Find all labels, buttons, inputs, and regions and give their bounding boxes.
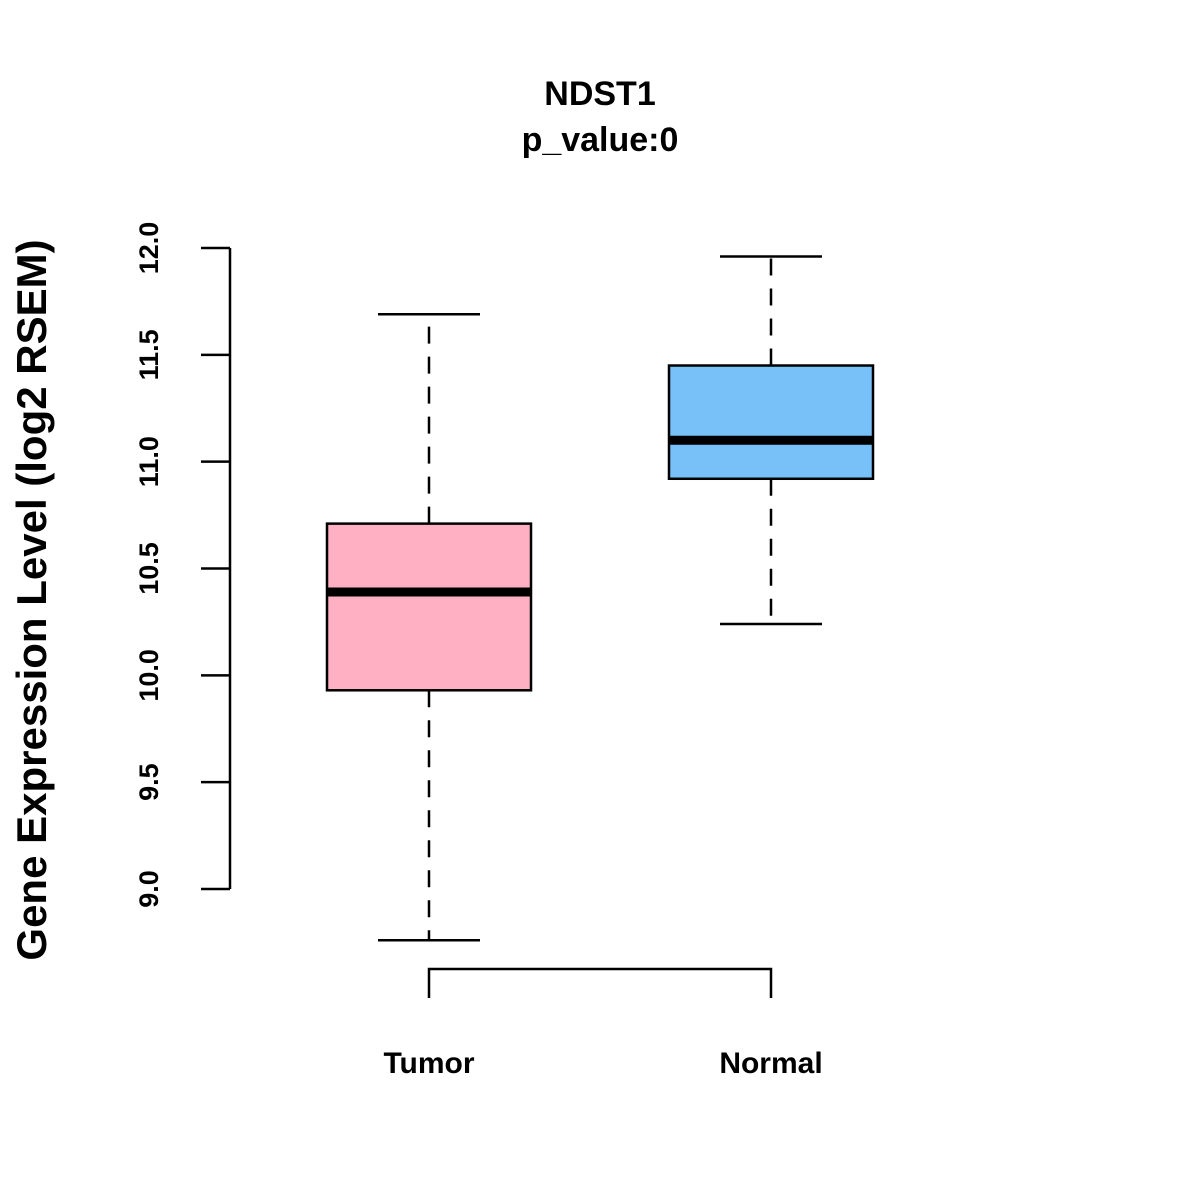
y-tick-label: 9.0 (134, 870, 164, 908)
comparison-bracket (427, 967, 773, 998)
x-label-normal: Normal (719, 1047, 822, 1080)
boxes-layer (325, 255, 875, 942)
bracket-line (427, 967, 773, 998)
y-tick-label: 10.0 (134, 649, 164, 702)
y-tick-label: 11.5 (134, 329, 164, 380)
x-axis-labels: Tumor Normal (383, 1047, 822, 1080)
box-tumor (325, 312, 533, 942)
y-tick-label: 12.0 (134, 222, 164, 275)
y-axis: 9.0 9.5 10.0 10.5 11.0 11.5 12.0 (134, 222, 232, 908)
y-tick-label: 10.5 (134, 542, 164, 595)
x-label-tumor: Tumor (383, 1047, 474, 1080)
chart-title: NDST1 (544, 75, 655, 113)
box-normal (667, 255, 875, 626)
y-tick-label: 11.0 (134, 436, 164, 487)
iqr-box-tumor (325, 522, 533, 692)
iqr-box-normal (667, 364, 875, 481)
chart-subtitle: p_value:0 (522, 121, 679, 159)
y-tick-label: 9.5 (134, 763, 164, 801)
y-axis-label: Gene Expression Level (log2 RSEM) (8, 239, 55, 960)
